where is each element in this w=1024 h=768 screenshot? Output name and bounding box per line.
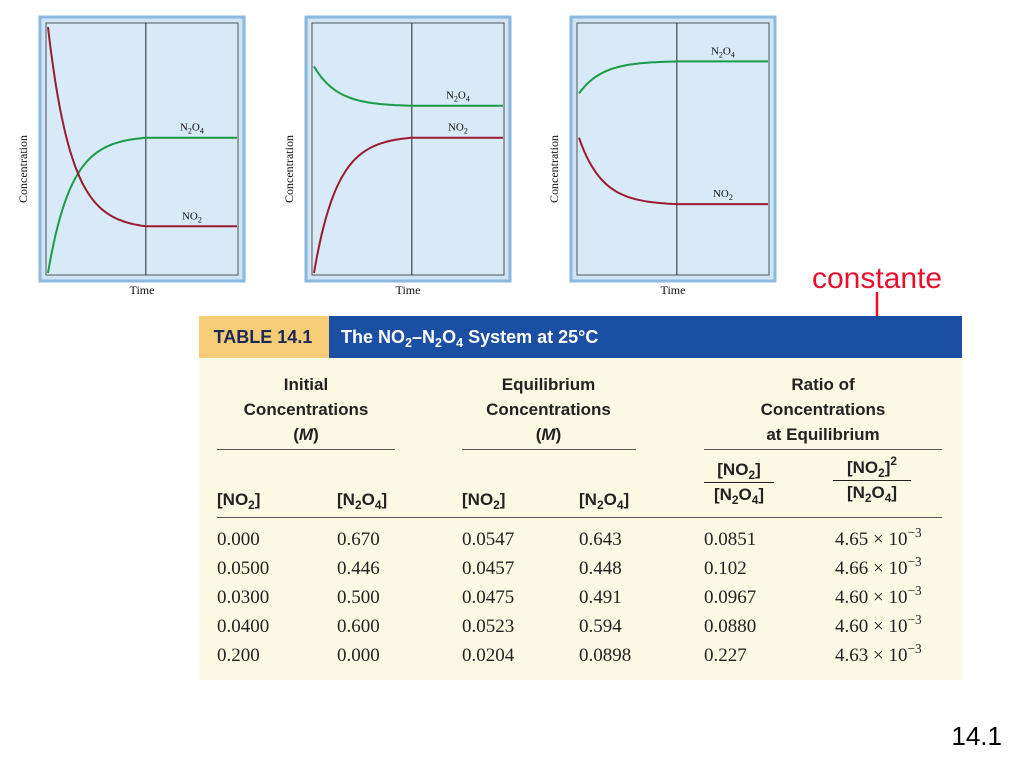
table-cell-e-n2o4: 0.448 bbox=[579, 558, 622, 579]
series-line-n2o4 bbox=[578, 60, 768, 95]
annotation-constante: constante bbox=[812, 262, 943, 295]
series-line-no2 bbox=[47, 26, 237, 228]
table-badge: TABLE 14.1 bbox=[199, 316, 329, 358]
col-equilibrium-n2o4: [N2O4] bbox=[579, 490, 630, 512]
plot-area bbox=[45, 22, 239, 276]
table-cell-r1: 0.0851 bbox=[704, 529, 757, 550]
rule-ratio bbox=[704, 449, 942, 450]
x-axis-label: Time bbox=[130, 283, 155, 297]
table-cell-r2: 4.65 × 10−3 bbox=[835, 525, 922, 550]
x-axis-label: Time bbox=[396, 283, 421, 297]
table-cell-e-n2o4: 0.491 bbox=[579, 587, 622, 608]
table-cell-i-n2o4: 0.000 bbox=[337, 645, 380, 666]
plot-area bbox=[311, 22, 505, 276]
table-cell-i-n2o4: 0.600 bbox=[337, 616, 380, 637]
x-axis-label: Time bbox=[661, 283, 686, 297]
table-cell-r2: 4.60 × 10−3 bbox=[835, 583, 922, 608]
col-initial-no2: [NO2] bbox=[217, 490, 261, 512]
group-ratio-of-concentrations: Ratio of Concentrations at Equilibrium bbox=[760, 375, 886, 444]
slide-number: 14.1 bbox=[951, 721, 1002, 751]
table-cell-i-no2: 0.0300 bbox=[217, 587, 270, 608]
series-label-no2: NO2 bbox=[713, 188, 733, 202]
series-line-no2 bbox=[578, 137, 768, 206]
rule-equilibrium bbox=[462, 449, 636, 450]
table-cell-r1: 0.0880 bbox=[704, 616, 757, 637]
y-axis-label: Concentration bbox=[16, 135, 30, 203]
table-cell-r1: 0.0967 bbox=[704, 587, 757, 608]
table-cell-r1: 0.102 bbox=[704, 558, 747, 579]
table-cell-r1: 0.227 bbox=[704, 645, 747, 666]
series-label-n2o4: N2O4 bbox=[711, 45, 735, 59]
table-cell-e-n2o4: 0.0898 bbox=[579, 645, 632, 666]
series-line-no2 bbox=[313, 136, 503, 274]
table-cell-r2: 4.63 × 10−3 bbox=[835, 641, 922, 666]
concentration-charts: N2O4 NO2 Time Concentration N2O4 NO2 Time Conce… bbox=[16, 15, 777, 297]
col-equilibrium-no2: [NO2] bbox=[462, 490, 506, 512]
group-equilibrium-concentrations: Equilibrium Concentrations (M) bbox=[486, 375, 611, 444]
table-cell-e-n2o4: 0.594 bbox=[579, 616, 622, 637]
col-ratio-no2sq-over-n2o4: [NO2]2 [N2O4] bbox=[833, 455, 911, 504]
plot-area bbox=[576, 22, 770, 276]
table-title: The NO2–N2O4 System at 25°C bbox=[341, 327, 599, 350]
y-axis-label: Concentration bbox=[547, 135, 561, 203]
table-cell-e-no2: 0.0523 bbox=[462, 616, 515, 637]
col-ratio-no2-over-n2o4: [NO2] [N2O4] bbox=[704, 460, 774, 506]
series-line-n2o4 bbox=[313, 65, 503, 107]
table-cell-e-no2: 0.0457 bbox=[462, 558, 515, 579]
rule-initial bbox=[217, 449, 395, 450]
table-cell-e-no2: 0.0547 bbox=[462, 529, 515, 550]
table-cell-i-n2o4: 0.500 bbox=[337, 587, 380, 608]
chart-3: N2O4 NO2 Time Concentration bbox=[547, 15, 777, 297]
rule-column-headers bbox=[217, 517, 942, 518]
y-axis-label: Concentration bbox=[282, 135, 296, 203]
table-cell-i-n2o4: 0.670 bbox=[337, 529, 380, 550]
series-label-n2o4: N2O4 bbox=[180, 122, 204, 136]
group-initial-concentrations: Initial Concentrations (M) bbox=[243, 375, 369, 444]
table-cell-r2: 4.66 × 10−3 bbox=[835, 554, 922, 579]
table-cell-e-no2: 0.0204 bbox=[462, 645, 515, 666]
table-cell-i-no2: 0.000 bbox=[217, 529, 260, 550]
series-label-no2: NO2 bbox=[182, 210, 202, 224]
chart-1: N2O4 NO2 Time Concentration bbox=[16, 15, 246, 297]
col-initial-n2o4: [N2O4] bbox=[337, 490, 388, 512]
table-cell-r2: 4.60 × 10−3 bbox=[835, 612, 922, 637]
series-label-n2o4: N2O4 bbox=[446, 90, 470, 104]
table-cell-i-n2o4: 0.446 bbox=[337, 558, 380, 579]
table-cell-e-no2: 0.0475 bbox=[462, 587, 515, 608]
table-cell-i-no2: 0.0500 bbox=[217, 558, 270, 579]
chart-2: N2O4 NO2 Time Concentration bbox=[282, 15, 512, 297]
table-cell-i-no2: 0.200 bbox=[217, 645, 260, 666]
table-header: TABLE 14.1 The NO2–N2O4 System at 25°C bbox=[199, 316, 962, 358]
table-14-1: TABLE 14.1 The NO2–N2O4 System at 25°C I… bbox=[199, 316, 962, 680]
table-cell-e-n2o4: 0.643 bbox=[579, 529, 622, 550]
series-label-no2: NO2 bbox=[448, 122, 468, 136]
table-cell-i-no2: 0.0400 bbox=[217, 616, 270, 637]
series-line-n2o4 bbox=[47, 136, 237, 274]
